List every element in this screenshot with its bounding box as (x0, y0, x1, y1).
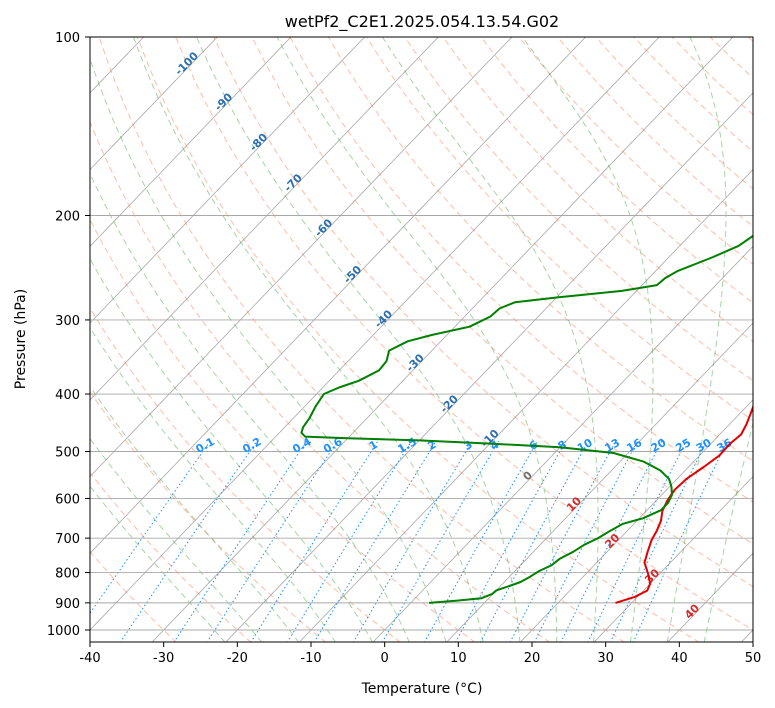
x-tick-label: 30 (597, 651, 614, 666)
isotherm-line (90, 37, 439, 401)
moist-adiabat-line (90, 172, 410, 642)
y-tick-label: 900 (55, 597, 80, 612)
x-tick-label: 40 (671, 651, 688, 666)
chart-title: wetPf2_C2E1.2025.054.13.54.G02 (285, 12, 559, 32)
mixing-ratio-line (424, 440, 538, 642)
x-tick-label: -30 (153, 651, 174, 666)
mixing-ratio-line (313, 440, 437, 642)
dewpoint-line (300, 234, 753, 604)
sounding-profiles (300, 234, 753, 604)
mixing-ratio-line (587, 440, 687, 642)
isotherm-line (519, 399, 753, 642)
pressure-gridlines (90, 37, 753, 631)
moist-adiabat-line (90, 385, 300, 642)
x-axis-label: Temperature (°C) (361, 681, 483, 697)
moist-adiabat-line (90, 326, 337, 642)
mixing-ratio-line (560, 440, 663, 642)
moist-adiabat-line (381, 37, 599, 642)
moist-adiabat-line (90, 485, 226, 642)
isotherm-line (446, 322, 753, 642)
temperature-line (615, 403, 753, 604)
moist-adiabat-line (666, 37, 727, 642)
mixing-ratio-line (206, 440, 338, 642)
isotherm-line (372, 245, 753, 642)
dry-adiabat-line (98, 37, 625, 642)
dry-adiabat-line (90, 307, 401, 642)
mixing-ratio-line (381, 440, 500, 642)
moist-adiabat-line (196, 37, 521, 642)
mixing-ratio-line (250, 440, 379, 642)
plot-frame (89, 36, 754, 643)
dry-adiabat-line (480, 37, 753, 304)
mixing-ratio-line (90, 440, 211, 615)
y-axis: 100 200 300 400 500 600 700 800 900 1000 (47, 31, 90, 639)
dry-adiabat-line (90, 471, 252, 642)
moist-adiabat-line (90, 437, 263, 642)
dry-adiabat-line (90, 218, 476, 642)
isotherm-line (90, 37, 587, 554)
dry-adiabat-line (404, 37, 753, 382)
isotherm-line (298, 169, 753, 642)
x-tick-label: -40 (79, 651, 100, 666)
mixing-ratio-line (119, 440, 258, 642)
mixing-ratio-line (455, 440, 567, 642)
x-tick-label: 20 (524, 651, 541, 666)
moist-adiabat-line (133, 37, 484, 642)
moist-adiabat-line (703, 420, 753, 642)
isotherm-line (593, 475, 753, 642)
isotherm-line (225, 92, 753, 642)
moist-adiabat-line (276, 37, 558, 642)
mixing-ratio-line (286, 440, 412, 642)
y-tick-label: 600 (55, 492, 80, 507)
mixing-ratio-line (479, 440, 589, 642)
dry-adiabat-line (442, 37, 753, 343)
x-tick-label: 10 (450, 651, 467, 666)
y-tick-label: 200 (55, 210, 80, 225)
y-tick-label: 500 (55, 445, 80, 460)
moist-adiabat-line (90, 257, 373, 642)
y-tick-label: 1000 (47, 624, 80, 639)
y-tick-label: 700 (55, 532, 80, 547)
mixing-ratio-line (173, 440, 308, 642)
dry-adiabat-line (175, 37, 753, 631)
x-tick-label: 50 (745, 651, 762, 666)
isotherm-line (90, 37, 513, 478)
dry-adiabat-line (90, 391, 327, 642)
y-tick-label: 100 (55, 31, 80, 46)
dry-adiabat-line (90, 120, 551, 642)
x-tick-label: -20 (227, 651, 248, 666)
isotherm-line (90, 37, 218, 171)
x-axis: -40 -30 -20 -10 0 10 20 30 40 50 (79, 642, 761, 666)
y-tick-label: 400 (55, 388, 80, 403)
y-tick-label: 300 (55, 314, 80, 329)
y-tick-label: 800 (55, 567, 80, 582)
y-axis-label: Pressure (hPa) (13, 289, 29, 389)
x-tick-label: -10 (300, 651, 321, 666)
isotherm-line (151, 37, 734, 642)
background-lines (90, 37, 753, 642)
moist-adiabat-line (521, 37, 654, 642)
x-tick-label: 0 (381, 651, 389, 666)
isotherm-line (90, 37, 660, 631)
dry-adiabat-line (136, 37, 700, 642)
mixing-ratio-line (352, 440, 473, 642)
isotherm-line (90, 37, 292, 247)
moist-adiabat-line (90, 57, 447, 642)
isotherm-line (90, 37, 366, 324)
